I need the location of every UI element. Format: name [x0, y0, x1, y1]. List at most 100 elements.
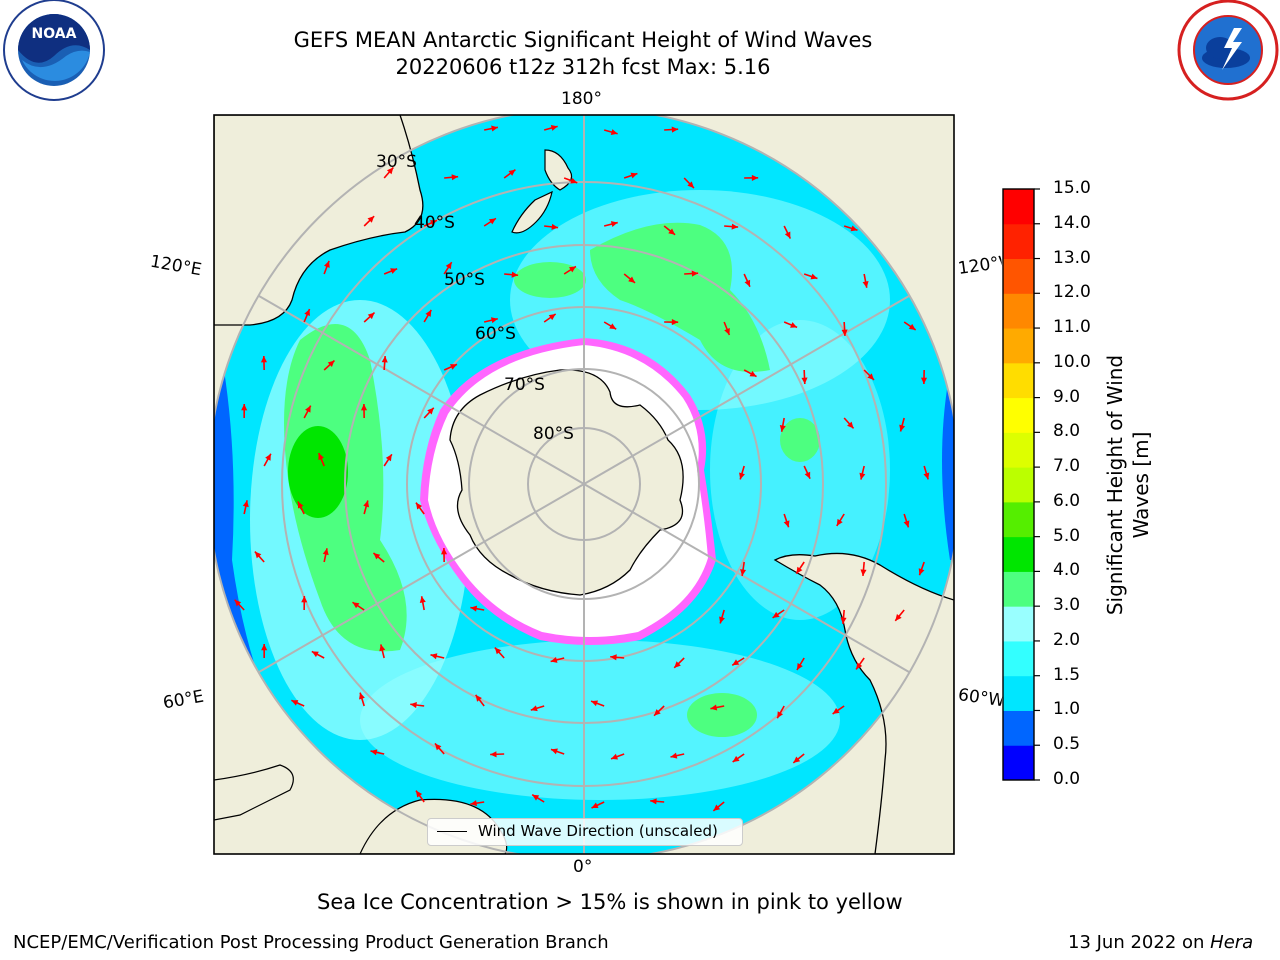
australia — [214, 115, 424, 326]
wind-wave-arrow-head — [609, 323, 617, 330]
peak-wave-zone-west — [288, 426, 348, 518]
wind-wave-arrow-head — [470, 605, 478, 612]
colorbar-tick-label: 13.0 — [1053, 247, 1091, 268]
wind-wave-arrow-head — [903, 520, 910, 528]
wind-wave-arrow-head — [668, 228, 676, 235]
wind-wave-arrow-head — [724, 328, 730, 335]
wind-wave-arrow-head — [508, 169, 516, 176]
colorbar-title-line2: Waves [m] — [1129, 431, 1153, 539]
graticule — [214, 115, 954, 854]
high-wave-zone-south — [687, 693, 757, 737]
wind-wave-arrow-head — [548, 313, 556, 321]
wind-wave-arrow-head — [859, 472, 866, 480]
colorbar-tick-label: 9.0 — [1053, 386, 1081, 407]
svg-text:NOAA: NOAA — [32, 26, 77, 42]
wind-wave-arrow-head — [445, 262, 452, 270]
wind-wave-arrow-head — [732, 659, 740, 666]
wind-wave-arrow-head — [719, 616, 725, 624]
wind-wave-arrow-head — [390, 268, 398, 274]
wind-wave-arrow-head — [796, 663, 803, 670]
wind-wave-arrow-head — [550, 748, 558, 755]
lat-label-80s: 80°S — [533, 424, 574, 444]
colorbar-segment — [1003, 536, 1034, 572]
wind-wave-arrow-head — [610, 654, 617, 661]
colorbar-segment — [1003, 362, 1034, 399]
footer-host: Hera — [1210, 932, 1254, 953]
wind-wave-arrow-head — [291, 700, 299, 706]
footer-credit: NCEP/EMC/Verification Post Processing Pr… — [13, 932, 609, 953]
wind-wave-arrow-head — [713, 804, 721, 811]
colorbar-segment — [1003, 328, 1034, 364]
wind-wave-arrow-head — [836, 518, 843, 526]
wind-wave-arrow-head — [550, 656, 558, 663]
colorbar-tick-label: 5.0 — [1053, 525, 1081, 546]
wind-wave-arrow-head — [304, 309, 310, 317]
colorbar-tick-label: 3.0 — [1053, 595, 1081, 616]
wind-wave-arrow-head — [691, 270, 699, 277]
high-wave-zone-east — [780, 418, 820, 462]
wind-wave-arrow-head — [352, 602, 360, 609]
wind-wave-arrow-head — [670, 752, 678, 759]
lat-label-50s: 50°S — [444, 270, 485, 290]
wind-wave-arrow-head — [242, 500, 249, 508]
colorbar — [1003, 188, 1040, 781]
wind-wave-arrow-head — [323, 260, 330, 268]
colorbar-title-line1: Significant Height of Wind — [1103, 354, 1127, 616]
moderate-wave-zone-d — [710, 320, 890, 620]
wind-wave-arrow-head — [410, 702, 417, 709]
wind-wave-arrow-head — [793, 756, 801, 763]
wind-wave-arrow-head — [749, 370, 757, 377]
colorbar-segment — [1003, 501, 1034, 538]
wind-wave-arrow-head — [490, 751, 497, 758]
wind-wave-arrow-head — [379, 644, 386, 652]
colorbar-tick-label: 1.5 — [1053, 664, 1081, 685]
colorbar-segment — [1003, 432, 1034, 468]
wind-wave-arrow-head — [908, 323, 916, 330]
footer-date-text: 13 Jun 2022 on — [1068, 932, 1211, 953]
wind-wave-arrow-head — [841, 329, 848, 336]
wind-wave-arrow-head — [920, 377, 928, 384]
colorbar-tick-label: 7.0 — [1053, 456, 1081, 477]
wind-wave-arrow-head — [783, 520, 790, 528]
chart-title-line2: 20220606 t12z 312h fcst Max: 5.16 — [395, 55, 771, 79]
wind-wave-arrow-head — [322, 548, 329, 556]
new-zealand-south — [511, 190, 553, 234]
wind-wave-arrow-head — [674, 661, 681, 668]
wind-wave-arrow-head — [470, 800, 478, 807]
wind-wave-arrow-head — [532, 794, 540, 801]
colorbar-segment — [1003, 571, 1034, 607]
wind-wave-arrow-head — [475, 694, 482, 702]
lat-label-30s: 30°S — [376, 152, 417, 172]
south-america — [773, 552, 954, 854]
wind-wave-arrow-head — [440, 548, 448, 555]
colorbar-frame — [1002, 188, 1035, 781]
southern-africa — [214, 764, 294, 821]
colorbar-tick-label: 11.0 — [1053, 317, 1091, 338]
wind-wave-arrow-head — [611, 753, 618, 760]
colorbar-tick-label: 6.0 — [1053, 490, 1081, 511]
wind-wave-arrow-head — [318, 453, 324, 461]
wind-wave-arrow-head — [610, 129, 618, 136]
colorbar-tick-label: 2.0 — [1053, 629, 1081, 650]
colorbar-tick-label: 14.0 — [1053, 212, 1091, 233]
wind-wave-arrow-head — [671, 126, 679, 133]
wind-wave-arrow-head — [254, 551, 262, 559]
lat-label-60s: 60°S — [475, 324, 516, 344]
wind-wave-arrow-head — [488, 218, 496, 225]
lon-label-bottom: 0° — [573, 857, 593, 877]
legend-line-swatch — [437, 831, 467, 832]
wind-wave-arrow-head — [850, 225, 858, 232]
colorbar-segment — [1003, 258, 1034, 294]
wind-wave-arrow-head — [511, 271, 519, 278]
lat-label-40s: 40°S — [414, 213, 455, 233]
footer-date: 13 Jun 2022 on Hera — [1068, 932, 1253, 953]
wind-wave-arrow-head — [739, 472, 745, 480]
wind-wave-arrow-head — [923, 472, 930, 480]
map-legend: Wind Wave Direction (unscaled) — [427, 818, 743, 846]
wind-wave-arrow-head — [654, 709, 661, 716]
wind-wave-arrow-head — [434, 743, 442, 751]
chart-title-line1: GEFS MEAN Antarctic Significant Height o… — [293, 28, 873, 52]
colorbar-segment — [1003, 606, 1034, 642]
wind-wave-arrow-head — [359, 692, 365, 700]
